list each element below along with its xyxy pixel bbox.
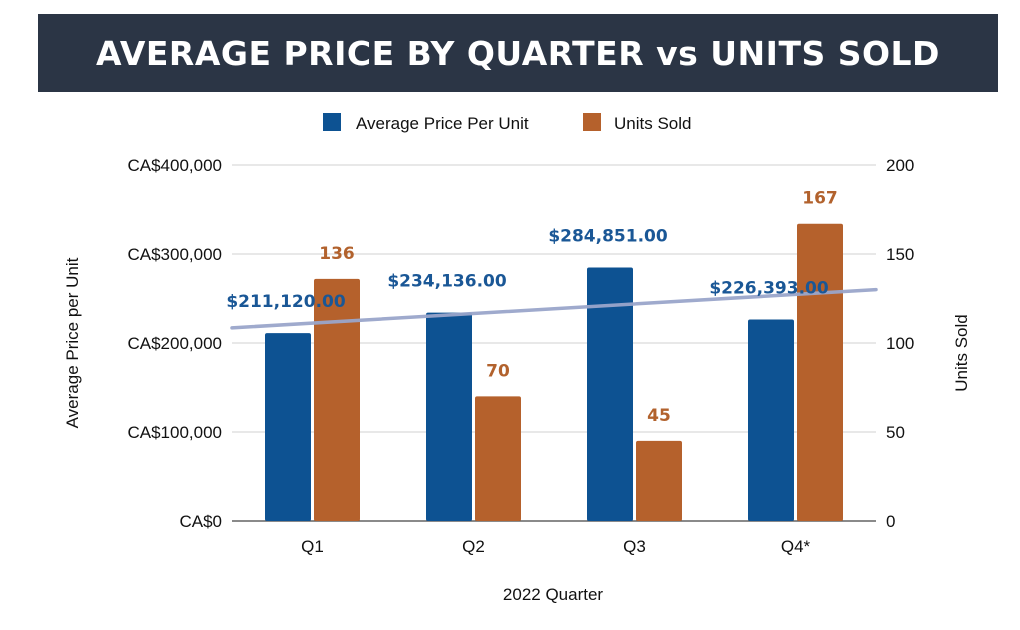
data-label-units: 167 — [802, 189, 838, 209]
legend-swatch-price — [323, 113, 341, 131]
y-axis-title: Average Price per Unit — [63, 257, 82, 428]
x-axis-title: 2022 Quarter — [503, 585, 604, 604]
bar-units — [797, 223, 843, 522]
bar-units — [636, 440, 682, 521]
bars — [265, 223, 843, 522]
data-labels: $211,120.00 136 $234,136.00 70 $284,851.00 45… — [226, 189, 837, 426]
tick-labels: CA$0 0 CA$100,000 50 CA$200,000 100 CA$300,000… — [127, 156, 914, 556]
bar-units — [314, 278, 360, 521]
y2-tick-label: 0 — [886, 512, 895, 531]
legend-label-units: Units Sold — [614, 114, 691, 133]
x-tick-label: Q4* — [781, 537, 811, 556]
trendline-overlay — [230, 287, 878, 330]
bar-price — [265, 333, 311, 521]
x-tick-label: Q2 — [462, 537, 485, 556]
y2-tick-label: 50 — [886, 423, 905, 442]
legend-label-price: Average Price Per Unit — [356, 114, 529, 133]
y-tick-label: CA$0 — [179, 512, 222, 531]
y-tick-label: CA$200,000 — [127, 334, 222, 353]
data-label-price: $284,851.00 — [548, 226, 668, 246]
y2-axis-title: Units Sold — [952, 314, 971, 391]
trendline-price — [230, 287, 878, 330]
data-label-units: 45 — [647, 406, 671, 426]
bar-price — [426, 312, 472, 521]
chart-title: AVERAGE PRICE BY QUARTER vs UNITS SOLD — [96, 33, 940, 73]
y-tick-label: CA$300,000 — [127, 245, 222, 264]
data-label-price: $226,393.00 — [709, 279, 829, 299]
bar-units — [475, 396, 521, 521]
y2-tick-label: 200 — [886, 156, 914, 175]
y2-tick-label: 150 — [886, 245, 914, 264]
y-tick-label: CA$100,000 — [127, 423, 222, 442]
data-label-price: $234,136.00 — [387, 272, 507, 292]
data-label-units: 70 — [486, 361, 510, 381]
x-tick-label: Q3 — [623, 537, 646, 556]
bar-price — [748, 319, 794, 521]
legend-swatch-units — [583, 113, 601, 131]
y-tick-label: CA$400,000 — [127, 156, 222, 175]
bar-price — [587, 267, 633, 521]
data-label-price: $211,120.00 — [226, 292, 346, 312]
data-label-units: 136 — [319, 244, 355, 264]
x-tick-label: Q1 — [301, 537, 324, 556]
y2-tick-label: 100 — [886, 334, 914, 353]
title-banner: AVERAGE PRICE BY QUARTER vs UNITS SOLD — [38, 14, 998, 92]
legend: Average Price Per Unit Units Sold — [323, 113, 691, 133]
